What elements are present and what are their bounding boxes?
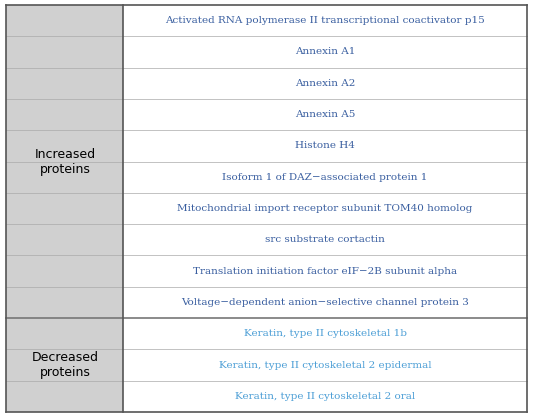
Text: Increased
proteins: Increased proteins: [34, 148, 95, 176]
Bar: [6, 318, 124, 412]
Text: Mitochondrial import receptor subunit TOM40 homolog: Mitochondrial import receptor subunit TO…: [177, 204, 473, 213]
Text: Keratin, type II cytoskeletal 1b: Keratin, type II cytoskeletal 1b: [244, 329, 407, 338]
Bar: [124, 99, 527, 130]
Bar: [124, 193, 527, 224]
Text: Activated RNA polymerase II transcriptional coactivator p15: Activated RNA polymerase II transcriptio…: [165, 16, 485, 25]
Text: Histone H4: Histone H4: [295, 141, 355, 151]
Text: Annexin A1: Annexin A1: [295, 48, 355, 56]
Bar: [124, 68, 527, 99]
Bar: [124, 36, 527, 68]
Bar: [124, 224, 527, 256]
Text: Keratin, type II cytoskeletal 2 epidermal: Keratin, type II cytoskeletal 2 epiderma…: [219, 361, 431, 369]
Text: Isoform 1 of DAZ−associated protein 1: Isoform 1 of DAZ−associated protein 1: [222, 173, 427, 182]
Bar: [6, 5, 124, 318]
Text: src substrate cortactin: src substrate cortactin: [265, 235, 385, 244]
Text: Annexin A5: Annexin A5: [295, 110, 355, 119]
Text: Voltage−dependent anion−selective channel protein 3: Voltage−dependent anion−selective channe…: [181, 298, 469, 307]
Bar: [124, 130, 527, 161]
Bar: [124, 5, 527, 36]
Bar: [124, 318, 527, 349]
Text: Keratin, type II cytoskeletal 2 oral: Keratin, type II cytoskeletal 2 oral: [235, 392, 415, 401]
Bar: [124, 256, 527, 287]
Text: Translation initiation factor eIF−2B subunit alpha: Translation initiation factor eIF−2B sub…: [193, 266, 457, 276]
Bar: [124, 161, 527, 193]
Text: Annexin A2: Annexin A2: [295, 79, 355, 88]
Bar: [124, 287, 527, 318]
Text: Decreased
proteins: Decreased proteins: [31, 351, 99, 379]
Bar: [124, 381, 527, 412]
Bar: [124, 349, 527, 381]
